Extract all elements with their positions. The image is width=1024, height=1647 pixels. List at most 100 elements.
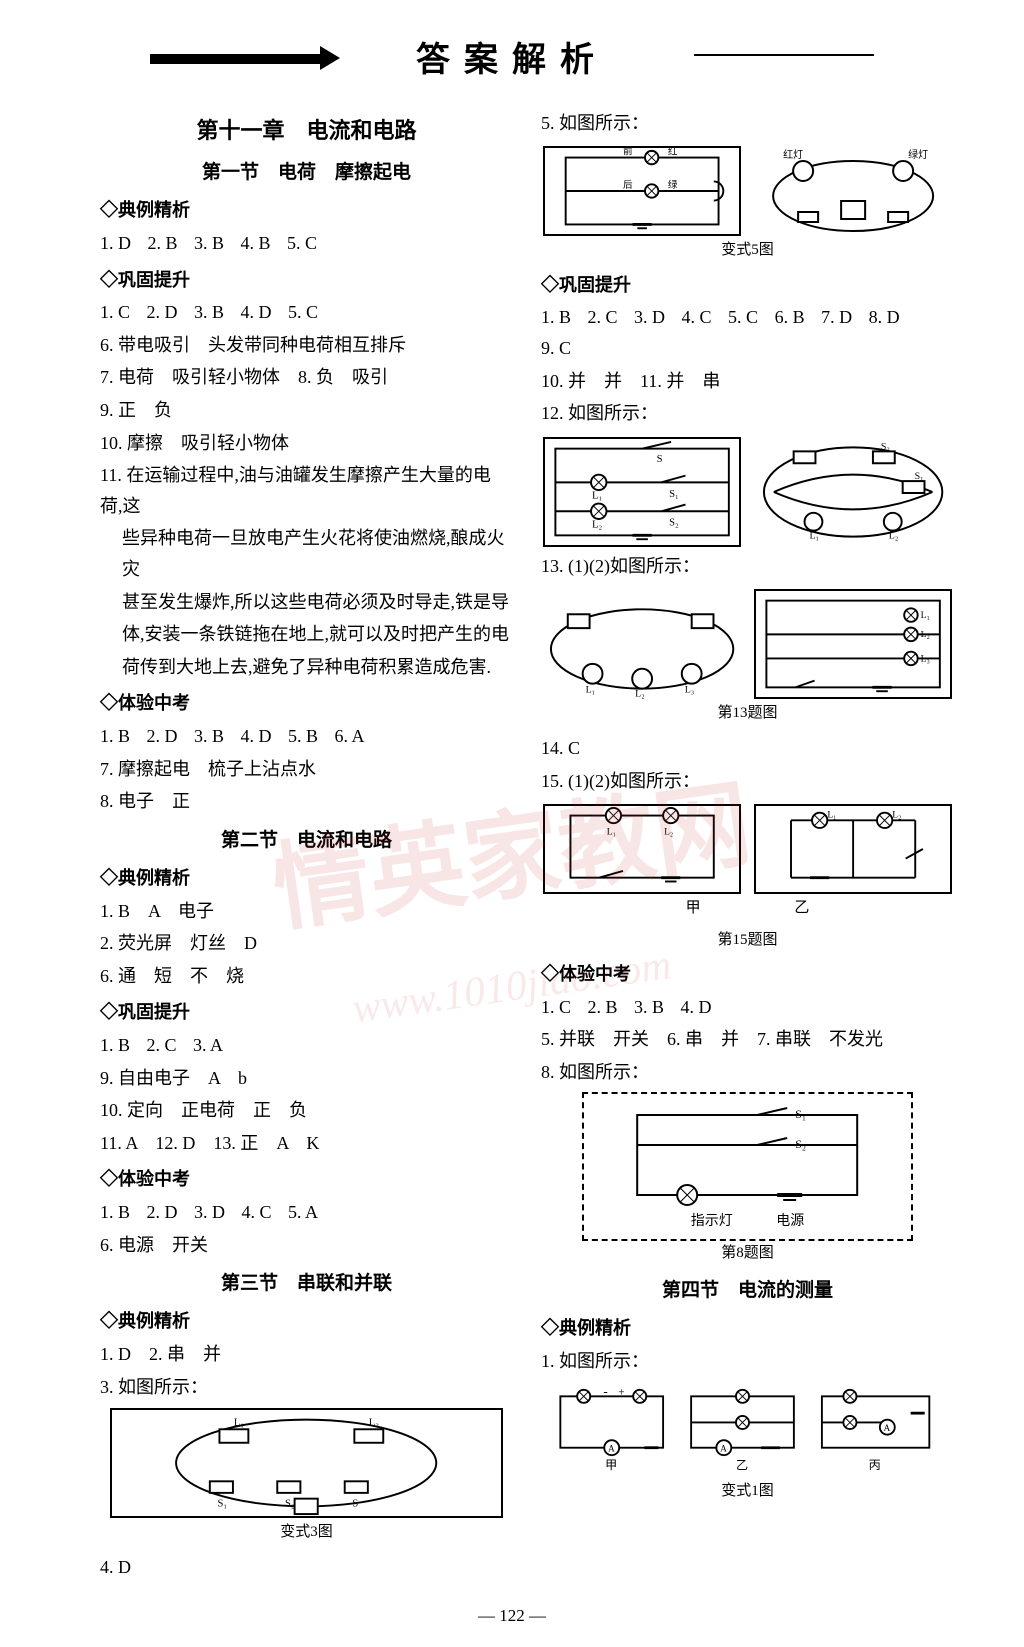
svg-text:L₃: L₃ — [921, 654, 930, 665]
section1-title: 第一节 电荷 摩擦起电 — [100, 157, 513, 189]
section2-gonggu-answers: 1. B 2. C 3. A — [100, 1030, 513, 1061]
answer-item: 1. D — [100, 233, 131, 253]
svg-text:丙: 丙 — [869, 1458, 881, 1472]
figure5-pair: 前 红 后 绿 红灯 绿灯 — [541, 140, 954, 238]
answer-item: 3. D — [634, 307, 665, 327]
figure5-schematic: 前 红 后 绿 — [543, 146, 741, 236]
circuit-diagram-icon: L₁ L₂ — [756, 806, 950, 892]
svg-text:前: 前 — [623, 148, 633, 158]
answer-item: 6. A — [335, 726, 365, 746]
answer-item: 2. D — [147, 726, 178, 746]
right-line5: 5. 如图所示： — [541, 108, 954, 139]
section3-title: 第三节 串联和并联 — [100, 1268, 513, 1300]
answer-item: 2. C — [588, 307, 618, 327]
figure-section4-label: 变式1图 — [541, 1479, 954, 1505]
answer-item: 1. B — [100, 1202, 130, 1222]
section1-line11e: 荷传到大地上去,避免了异种电荷积累造成危害. — [100, 652, 513, 683]
right-line13: 13. (1)(2)如图所示： — [541, 551, 954, 582]
figure15-sublabels: 甲 乙 — [541, 896, 954, 922]
answer-item: 1. B — [541, 307, 571, 327]
figure15-yi-label: 乙 — [794, 900, 809, 916]
svg-text:L₁: L₁ — [810, 530, 820, 541]
figure12-pair: S L₁ S₁ L₂ S₂ — [541, 431, 954, 549]
svg-text:S₁: S₁ — [795, 1107, 806, 1121]
figure-variant3-label: 变式3图 — [100, 1520, 513, 1546]
answer-item: 1. C — [100, 302, 130, 322]
answer-item: 4. C — [682, 307, 712, 327]
right-line14: 14. C — [541, 733, 954, 764]
answer-item: 1. B — [100, 726, 130, 746]
svg-text:S₁: S₁ — [669, 489, 679, 500]
section1-dianli-answers: 1. D 2. B 3. B 4. B 5. C — [100, 228, 513, 259]
section1-line11d: 体,安装一条铁链拖在地上,就可以及时把产生的电 — [100, 619, 513, 650]
figure8-dashed-box: S₁ S₂ 指示灯 电源 — [582, 1092, 912, 1242]
svg-text:A: A — [720, 1445, 727, 1455]
right-line5b: 5. 并联 开关 6. 串 并 7. 串联 不发光 — [541, 1024, 954, 1055]
right-line12: 12. 如图所示： — [541, 398, 954, 429]
right-tiyan-answers: 1. C 2. B 3. B 4. D — [541, 992, 954, 1023]
circuit-diagram-icon: S L₁ S₁ L₂ S₂ — [545, 439, 739, 545]
svg-text:绿: 绿 — [668, 180, 678, 192]
section2-dianli-head: ◇典例精析 — [100, 863, 513, 894]
figure8-inner-labels: 指示灯 电源 — [590, 1210, 904, 1234]
svg-text:L₂: L₂ — [889, 530, 899, 541]
section2-line6b: 6. 电源 开关 — [100, 1230, 513, 1261]
section2-tiyan-head: ◇体验中考 — [100, 1164, 513, 1195]
answer-item: 6. B — [775, 307, 805, 327]
answer-item: 3. A — [193, 1035, 223, 1055]
figure15-yi: L₁ L₂ — [754, 804, 952, 894]
figure15-jia-label: 甲 — [686, 900, 701, 916]
svg-text:S₂: S₂ — [795, 1137, 806, 1151]
section2-line10: 10. 定向 正电荷 正 负 — [100, 1095, 513, 1126]
answer-item: 8. D — [869, 307, 900, 327]
figure-variant3: L₁ L₂ S₁ S₂ S — [110, 1408, 502, 1518]
svg-text:S: S — [353, 1499, 359, 1510]
section3-dianli-head: ◇典例精析 — [100, 1306, 513, 1337]
content-columns: 第十一章 电流和电路 第一节 电荷 摩擦起电 ◇典例精析 1. D 2. B 3… — [0, 100, 1024, 1595]
svg-text:L₃: L₃ — [684, 685, 694, 696]
section1-dianli-head: ◇典例精析 — [100, 195, 513, 226]
page-header: 答案解析 — [0, 0, 1024, 100]
answer-item: 2. C — [147, 1035, 177, 1055]
answer-item: 3. B — [634, 997, 664, 1017]
answer-item: 5. C — [288, 302, 318, 322]
section3-line3: 3. 如图所示： — [100, 1372, 513, 1403]
answer-item: 4. C — [242, 1202, 272, 1222]
svg-text:S₂: S₂ — [669, 518, 679, 529]
right-column: 5. 如图所示： 前 红 后 绿 — [541, 106, 954, 1585]
figure15-jia: L₁ L₂ — [543, 804, 741, 894]
answer-item: 5. A — [288, 1202, 318, 1222]
svg-text:L₁: L₁ — [585, 685, 595, 696]
answer-item: 4. D — [241, 726, 272, 746]
circuit-diagram-icon: S₁ S₂ — [590, 1100, 904, 1210]
figure15-pair: L₁ L₂ L₁ — [541, 798, 954, 896]
svg-text:乙: 乙 — [736, 1458, 748, 1472]
section1-tiyan-answers: 1. B 2. D 3. B 4. D 5. B 6. A — [100, 721, 513, 752]
figure-section4: A -+ 甲 A 乙 — [551, 1382, 943, 1477]
svg-text:后: 后 — [623, 181, 633, 192]
section4-title: 第四节 电流的测量 — [541, 1275, 954, 1307]
section1-tiyan-head: ◇体验中考 — [100, 688, 513, 719]
section1-line7b: 7. 摩擦起电 梳子上沾点水 — [100, 754, 513, 785]
circuit-diagram-icon: L₁ L₂ — [545, 806, 739, 892]
answer-item: 4. D — [681, 997, 712, 1017]
right-line10: 10. 并 并 11. 并 串 — [541, 366, 954, 397]
figure13-pair: L₁ L₂ L₃ L₁ L₂ L₃ — [541, 583, 954, 701]
section4-dianli-head: ◇典例精析 — [541, 1313, 954, 1344]
figure8-lamp-label: 指示灯 — [691, 1214, 733, 1229]
svg-text:L₁: L₁ — [234, 1418, 244, 1429]
section2-line2: 2. 荧光屏 灯丝 D — [100, 928, 513, 959]
right-gonggu-head: ◇巩固提升 — [541, 270, 954, 301]
figure13-schematic: L₁ L₂ L₃ — [754, 589, 952, 699]
page-title: 答案解析 — [416, 42, 608, 79]
answer-item: 2. D — [147, 1202, 178, 1222]
section2-title: 第二节 电流和电路 — [100, 825, 513, 857]
figure13-pictorial: L₁ L₂ L₃ — [543, 589, 741, 699]
svg-text:红: 红 — [668, 148, 678, 158]
answer-item: 4. B — [241, 233, 271, 253]
section1-line11a: 11. 在运输过程中,油与油罐发生摩擦产生大量的电荷,这 — [100, 460, 513, 521]
svg-text:L₁: L₁ — [592, 491, 602, 502]
figure8-label: 第8题图 — [541, 1241, 954, 1267]
section1-gonggu-head: ◇巩固提升 — [100, 265, 513, 296]
answer-item: 3. B — [194, 233, 224, 253]
